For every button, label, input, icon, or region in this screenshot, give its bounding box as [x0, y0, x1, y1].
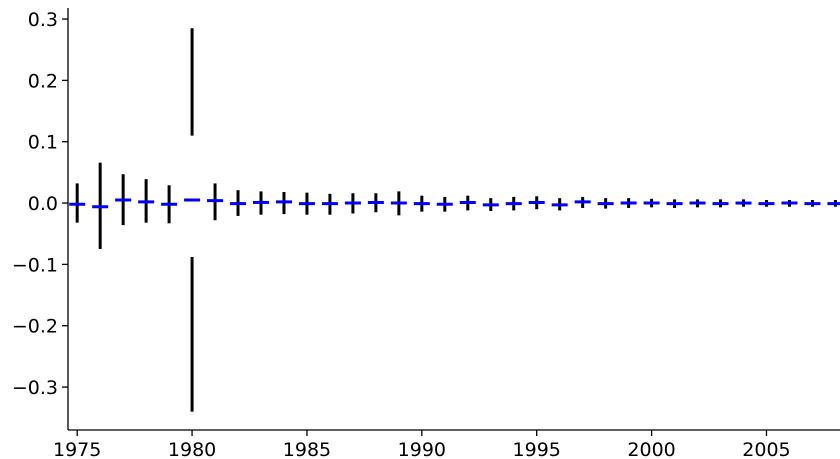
y-tick-label: 0.0 — [28, 193, 58, 215]
x-tick-label: 1990 — [398, 439, 446, 459]
x-tick-label: 1985 — [283, 439, 331, 459]
y-tick-label: −0.1 — [12, 254, 58, 276]
x-tick-label: 1995 — [513, 439, 561, 459]
error-bars-layer — [75, 28, 837, 412]
y-tick-label: 0.3 — [28, 9, 58, 31]
y-tick-label: −0.3 — [12, 377, 58, 399]
x-tick-label: 2000 — [627, 439, 675, 459]
y-tick-label: 0.2 — [28, 70, 58, 92]
x-tick-label: 1975 — [53, 439, 101, 459]
y-tick-label: −0.2 — [12, 316, 58, 338]
ticks-layer: −0.3 −0.2 −0.1 0.0 0.1 0.2 0.3 1975 1980 1985 1990… — [12, 9, 791, 459]
y-tick-label: 0.1 — [28, 132, 58, 154]
points-layer — [69, 198, 840, 209]
x-tick-label: 2005 — [742, 439, 790, 459]
x-tick-label: 1980 — [168, 439, 216, 459]
